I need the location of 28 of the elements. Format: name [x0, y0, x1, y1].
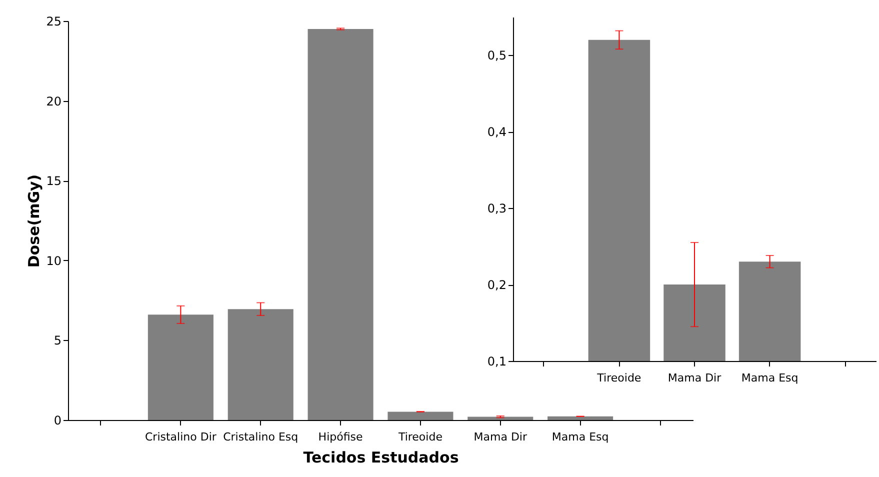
bar — [308, 28, 374, 420]
bar — [468, 416, 534, 420]
y-tick-label: 0,4 — [487, 125, 506, 140]
bar — [388, 412, 454, 420]
x-tick-label: Mama Esq — [741, 372, 798, 384]
y-tick-label: 10 — [46, 254, 62, 268]
y-tick-label: 5 — [54, 334, 62, 348]
x-tick-label: Cristalino Esq — [223, 430, 298, 444]
bar — [228, 309, 294, 420]
x-tick-label: Mama Dir — [474, 430, 528, 444]
y-tick-label: 15 — [46, 174, 62, 188]
bar — [148, 314, 214, 420]
x-tick-label: Tireoide — [397, 430, 443, 444]
y-tick-label: 20 — [46, 94, 62, 108]
x-tick-label: Mama Dir — [668, 372, 722, 384]
y-tick-label: 0,3 — [487, 202, 506, 216]
y-tick-label: 0,1 — [487, 354, 506, 368]
y-tick-label: 0,2 — [487, 278, 506, 292]
x-tick-label: Cristalino Dir — [144, 430, 217, 444]
y-tick-label: 25 — [46, 14, 62, 28]
x-tick-label: Hipófise — [318, 430, 364, 444]
bar — [548, 416, 614, 420]
y-tick-label: 0,5 — [487, 48, 506, 63]
x-axis-title: Tecidos Estudados — [303, 448, 459, 466]
x-tick-label: Mama Esq — [552, 430, 609, 444]
y-axis-title: Dose(mGy) — [25, 174, 44, 268]
x-tick-label: Tireoide — [596, 372, 642, 384]
y-tick-label: 0 — [54, 414, 62, 428]
